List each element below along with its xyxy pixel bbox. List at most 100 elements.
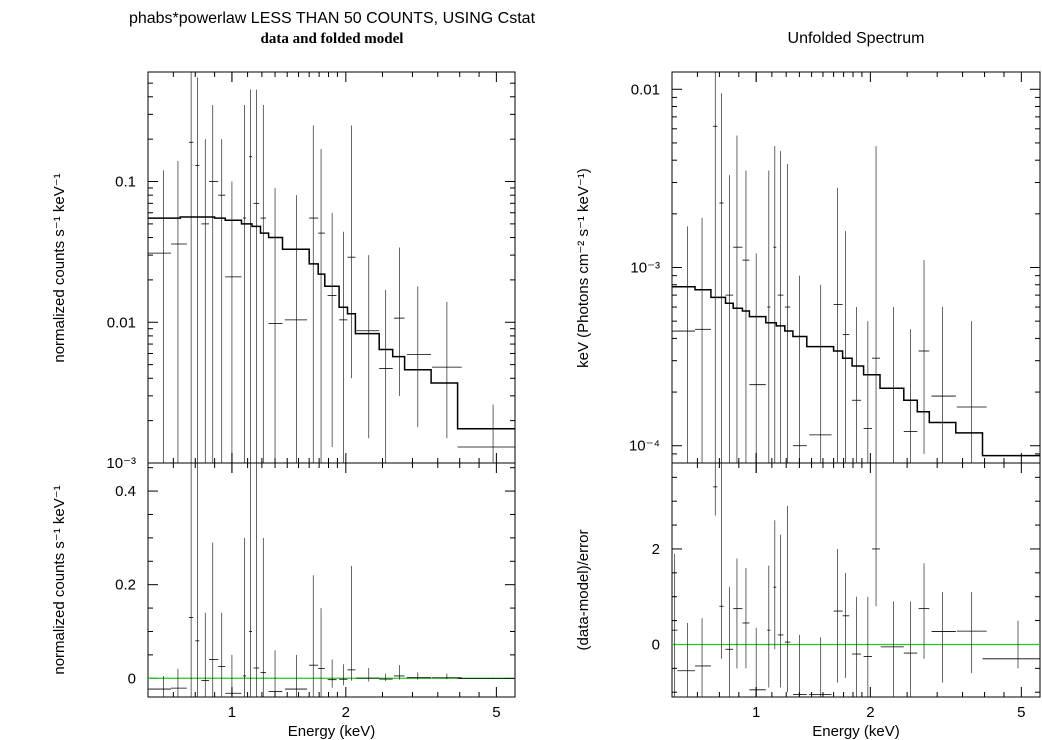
data-point (356, 667, 380, 682)
data-point (356, 255, 380, 439)
data-point (170, 160, 187, 463)
data-point (777, 151, 784, 463)
data-point (719, 463, 724, 659)
y-tick-label: 10⁻³ (106, 455, 136, 472)
data-point (956, 321, 987, 463)
y-tick-label: 0.2 (115, 577, 136, 594)
y-tick-label: 0 (128, 670, 136, 687)
data-point (260, 104, 266, 463)
data-point (672, 226, 696, 463)
data-point (309, 575, 319, 697)
model-step-line (672, 285, 1040, 457)
data-point (852, 307, 862, 463)
data-point (833, 187, 843, 463)
panel-folded: 0.1 0.01 10⁻³ normalized counts s⁻¹ keV⁻¹ (51, 71, 516, 472)
left-subtitle: data and folded model (260, 31, 404, 47)
plot-frame-unfolded (671, 71, 1041, 464)
y-tick-label: 10⁻⁴ (629, 438, 660, 455)
data-point (725, 587, 734, 697)
data-point (773, 520, 777, 650)
data-point (188, 463, 194, 697)
data-point (339, 664, 348, 686)
data-point (148, 170, 171, 463)
y-tick-label: 2 (652, 541, 660, 558)
data-point (201, 612, 210, 697)
data-point (209, 542, 219, 697)
data-point (195, 463, 200, 697)
data-point (347, 565, 356, 681)
x-tick-label: 2 (866, 704, 874, 721)
y-tick-label: 0 (652, 636, 660, 653)
data-point (956, 591, 987, 674)
data-point (253, 463, 260, 697)
data-point (733, 558, 743, 669)
plot-frame-folded-residuals (147, 462, 516, 698)
y-tick-label: 0.01 (107, 314, 136, 331)
data-point (432, 301, 462, 439)
data-point (379, 289, 393, 463)
data-point (188, 72, 194, 463)
data-point (903, 329, 918, 463)
data-point (767, 565, 771, 688)
y-axis-title: normalized counts s⁻¹ keV⁻¹ (51, 485, 68, 674)
data-point (327, 659, 337, 688)
panel-unfolded: 0.01 10⁻³ 10⁻⁴ keV (Photons cm⁻² s⁻¹ keV⁻¹) (575, 71, 1041, 464)
data-point (432, 673, 462, 680)
data-point (243, 104, 247, 463)
data-point (393, 665, 405, 680)
data-point (406, 672, 432, 680)
data-point (695, 618, 711, 697)
data-point (773, 146, 777, 463)
data-point (749, 253, 766, 463)
data-point (457, 404, 515, 463)
x-tick-label: 1 (228, 704, 236, 721)
data-point (852, 596, 862, 697)
right-title: Unfolded Spectrum (787, 30, 925, 47)
data-point (170, 668, 187, 697)
x-axis-title: Energy (keV) (288, 723, 376, 740)
data-point (872, 463, 880, 607)
data-point (742, 170, 750, 463)
data-point (733, 135, 743, 463)
plot-frame-unfolded-residuals (671, 462, 1041, 698)
data-point (713, 72, 718, 463)
data-point (309, 125, 319, 463)
x-tick-label: 5 (492, 704, 500, 721)
x-tick-label: 1 (752, 704, 760, 721)
y-tick-label: 10⁻³ (630, 260, 660, 277)
data-point (719, 93, 724, 463)
data-point (347, 125, 356, 379)
data-point (201, 139, 210, 463)
data-point (742, 568, 750, 669)
data-point (672, 553, 678, 697)
plot-frame-folded (147, 71, 516, 464)
model-step-line (148, 216, 515, 430)
data-point (318, 608, 325, 697)
data-point (218, 612, 226, 697)
data-point (249, 463, 253, 697)
data-point (749, 627, 766, 697)
data-point (253, 89, 260, 463)
data-point (284, 195, 308, 463)
data-point (880, 307, 904, 463)
data-point (713, 463, 718, 516)
data-point (863, 596, 873, 697)
data-point (792, 275, 807, 463)
data-point (784, 505, 791, 693)
data-point (982, 620, 1040, 669)
data-point (225, 654, 242, 697)
data-point (918, 563, 930, 659)
y-tick-label: 0.01 (631, 81, 660, 98)
y-axis-title: (data-model)/error (575, 530, 592, 651)
data-point (209, 104, 219, 463)
data-point (268, 187, 283, 463)
data-point (809, 637, 832, 697)
data-point (863, 321, 873, 463)
data-point (243, 537, 247, 697)
data-point (195, 77, 200, 463)
data-point (339, 231, 348, 463)
left-title: phabs*powerlaw LESS THAN 50 COUNTS, USIN… (128, 10, 536, 27)
y-tick-label: 0.4 (115, 483, 136, 500)
data-point (379, 673, 393, 682)
